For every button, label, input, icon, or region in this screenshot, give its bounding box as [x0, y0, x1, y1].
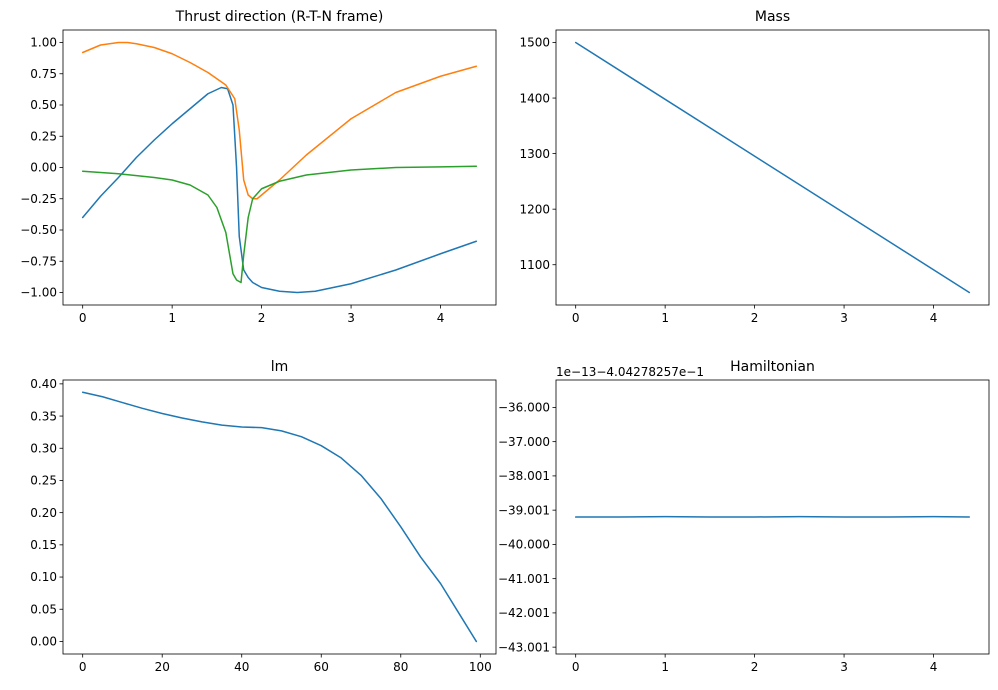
thrust-y-tick-label: 0.00: [30, 161, 57, 175]
hamiltonian-y-tick-label: −41.001: [498, 572, 550, 586]
thrust-y-tick-label: 0.25: [30, 129, 57, 143]
lm-x-tick-label: 20: [155, 660, 170, 674]
thrust-y-tick-label: −1.00: [20, 286, 57, 300]
lm-y-tick-label: 0.30: [30, 441, 57, 455]
mass-panel: 0 1 2 3 4 1100 1200 1300 1400 1500 Mass: [519, 9, 990, 325]
lm-x-tick-label: 80: [393, 660, 408, 674]
thrust-y-tick-label: −0.25: [20, 192, 57, 206]
mass-y-tick-label: 1200: [519, 202, 550, 216]
hamiltonian-y-tick-label: −42.001: [498, 606, 550, 620]
mass-series-mass: [574, 41, 971, 294]
lm-y-tick-label: 0.40: [30, 377, 57, 391]
lm-y-tick-label: 0.15: [30, 538, 57, 552]
thrust-y-tick-label: −0.75: [20, 254, 57, 268]
lm-x-tick-label: 60: [314, 660, 329, 674]
lm-y-tick-label: 0.10: [30, 570, 57, 584]
thrust-series-n: [81, 165, 478, 284]
mass-title: Mass: [755, 9, 790, 25]
hamiltonian-x-tick-label: 3: [840, 660, 848, 674]
hamiltonian-axes-frame: [555, 379, 990, 655]
hamiltonian-title: Hamiltonian: [730, 359, 815, 375]
hamiltonian-x-tick-label: 1: [661, 660, 669, 674]
hamiltonian-y-tick-label: −39.001: [498, 503, 550, 517]
mass-y-tick-label: 1100: [519, 258, 550, 272]
thrust-y-tick-label: −0.50: [20, 223, 57, 237]
lm-x-tick-label: 40: [234, 660, 249, 674]
lm-y-tick-label: 0.35: [30, 409, 57, 423]
thrust-y-tick-label: 0.75: [30, 67, 57, 81]
thrust-series-t: [81, 41, 478, 200]
mass-y-tick-label: 1400: [519, 91, 550, 105]
hamiltonian-offset-text: 1e−13−4.04278257e−1: [556, 365, 704, 379]
hamiltonian-x-tick-label: 4: [930, 660, 938, 674]
thrust-series-r: [81, 86, 478, 294]
lm-y-tick-label: 0.00: [30, 635, 57, 649]
mass-x-tick-label: 0: [572, 311, 580, 325]
thrust-x-tick-label: 3: [347, 311, 355, 325]
hamiltonian-y-tick-label: −37.000: [498, 435, 550, 449]
mass-x-tick-label: 4: [930, 311, 938, 325]
thrust-title: Thrust direction (R-T-N frame): [175, 9, 384, 25]
thrust-x-tick-label: 4: [437, 311, 445, 325]
hamiltonian-panel: 0 1 2 3 4 −43.001 −42.001 −41.001 −40.000 −39.001…: [498, 359, 990, 674]
mass-x-tick-label: 1: [661, 311, 669, 325]
lm-panel: 0 20 40 60 80 100 0.00 0.05 0.10 0.15 0.20 0.25 0.30…: [30, 359, 497, 674]
thrust-x-tick-label: 2: [258, 311, 266, 325]
mass-x-tick-label: 3: [840, 311, 848, 325]
lm-y-tick-label: 0.25: [30, 474, 57, 488]
mass-x-tick-label: 2: [751, 311, 759, 325]
lm-x-tick-label: 100: [469, 660, 492, 674]
mass-y-tick-label: 1500: [519, 36, 550, 50]
hamiltonian-y-tick-label: −38.001: [498, 469, 550, 483]
thrust-y-tick-label: 0.50: [30, 98, 57, 112]
lm-y-tick-label: 0.05: [30, 602, 57, 616]
hamiltonian-y-tick-label: −40.000: [498, 538, 550, 552]
hamiltonian-y-tick-label: −36.000: [498, 401, 550, 415]
thrust-y-tick-label: 1.00: [30, 36, 57, 50]
hamiltonian-x-tick-label: 0: [572, 660, 580, 674]
lm-title: lm: [271, 359, 289, 375]
thrust-x-tick-label: 0: [79, 311, 87, 325]
mass-axes-frame: [555, 29, 990, 306]
hamiltonian-x-tick-label: 2: [751, 660, 759, 674]
lm-x-tick-label: 0: [79, 660, 87, 674]
lm-series-lm: [81, 391, 478, 643]
thrust-direction-panel: 0 1 2 3 4 −1.00 −0.75 −0.50 −0.25 0.00 0.25 0.50 0.7…: [20, 9, 497, 325]
thrust-x-tick-label: 1: [168, 311, 176, 325]
lm-y-tick-label: 0.20: [30, 506, 57, 520]
mass-y-tick-label: 1300: [519, 147, 550, 161]
lm-axes-frame: [62, 379, 497, 655]
hamiltonian-y-tick-label: −43.001: [498, 640, 550, 654]
